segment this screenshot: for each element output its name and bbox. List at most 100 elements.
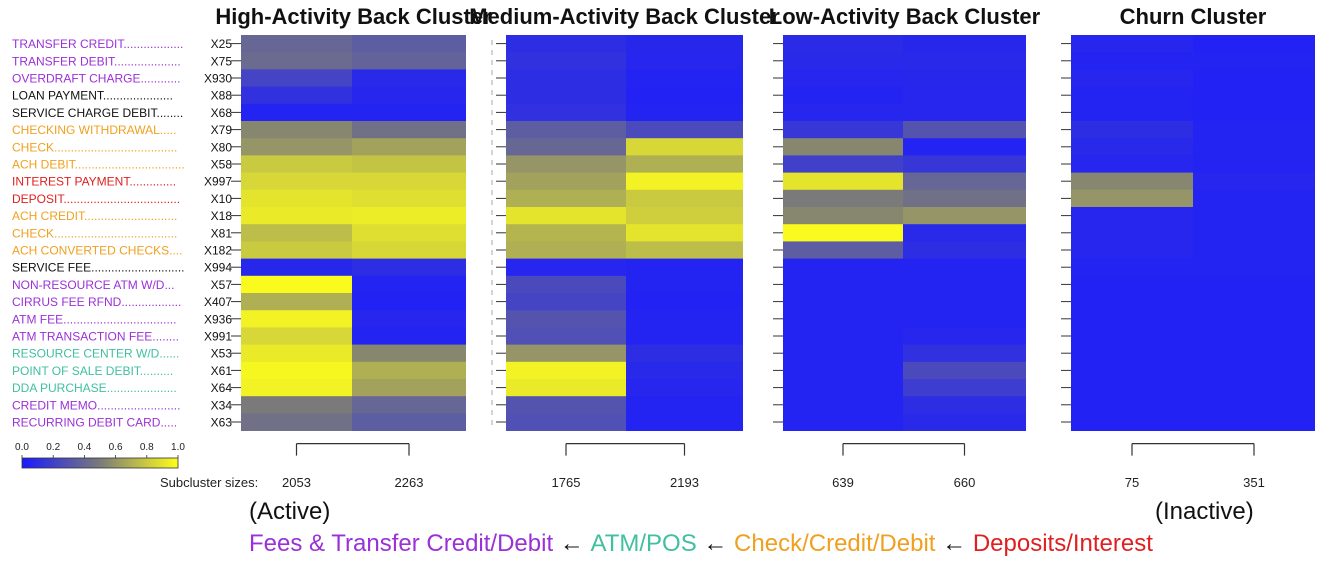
- heatmap-cell: [241, 172, 352, 191]
- row-label: LOAN PAYMENT.....................: [12, 89, 173, 103]
- heatmap-cell: [626, 413, 743, 431]
- row-label: CREDIT MEMO.........................: [12, 398, 180, 412]
- row-label: TRANSFER CREDIT..................: [12, 37, 183, 51]
- row-code-label: X25: [211, 37, 233, 51]
- legend-segment: ATM/POS: [590, 530, 697, 557]
- heatmap-cell: [783, 275, 903, 294]
- heatmap-cell: [1193, 35, 1315, 53]
- heatmap-cell: [352, 241, 466, 259]
- heatmap-cell: [783, 189, 903, 208]
- heatmap-cell: [506, 155, 626, 173]
- heatmap-cell: [506, 258, 626, 277]
- heatmap-cell: [1193, 172, 1315, 191]
- row-code-label: X936: [204, 312, 232, 326]
- heatmap-cell: [241, 379, 352, 397]
- row-label: SERVICE FEE............................: [12, 261, 185, 275]
- heatmap-cell: [1193, 207, 1315, 225]
- panel-title: Low-Activity Back Cluster: [769, 4, 1041, 29]
- heatmap-cell: [903, 293, 1026, 311]
- heatmap-cell: [352, 121, 466, 139]
- heatmap-cell: [783, 241, 903, 259]
- heatmap-cell: [903, 396, 1026, 414]
- heatmap-cell: [1071, 310, 1193, 328]
- heatmap-cell: [506, 207, 626, 225]
- heatmap-cell: [352, 103, 466, 122]
- heatmap-cell: [352, 327, 466, 345]
- heatmap-cell: [241, 344, 352, 363]
- active-note: (Active): [249, 498, 331, 525]
- heatmap-cell: [626, 344, 743, 363]
- heatmap-cell: [352, 86, 466, 105]
- colorbar-tick-label: 0.6: [109, 442, 123, 453]
- heatmap-cell: [352, 293, 466, 311]
- row-code-label: X79: [211, 123, 233, 137]
- heatmap-cell: [903, 344, 1026, 363]
- row-code-label: X18: [211, 209, 233, 223]
- row-code-label: X63: [211, 416, 233, 430]
- heatmap-cell: [352, 172, 466, 191]
- heatmap-cell: [241, 121, 352, 139]
- row-label: ATM FEE.................................…: [12, 312, 176, 326]
- heatmap-cell: [241, 275, 352, 294]
- heatmap-cell: [1193, 396, 1315, 414]
- heatmap-cell: [1193, 275, 1315, 294]
- row-code-label: X75: [211, 54, 233, 68]
- heatmap-cell: [241, 207, 352, 225]
- row-code-label: X68: [211, 106, 233, 120]
- direction-legend: Fees & Transfer Credit/Debit ← ATM/POS ←…: [249, 530, 1153, 558]
- heatmap-cell: [626, 138, 743, 156]
- heatmap-cell: [626, 258, 743, 277]
- legend-segment: Fees & Transfer Credit/Debit: [249, 530, 554, 557]
- heatmap-cell: [783, 293, 903, 311]
- heatmap-cell: [783, 52, 903, 70]
- heatmap-cell: [903, 379, 1026, 397]
- row-code-label: X994: [204, 261, 232, 275]
- heatmap-cell: [1193, 310, 1315, 328]
- heatmap-cell: [1193, 361, 1315, 380]
- heatmap-cell: [506, 35, 626, 53]
- heatmap-cell: [241, 224, 352, 242]
- heatmap-cell: [1071, 361, 1193, 380]
- heatmap-cell: [506, 103, 626, 122]
- heatmap-cell: [626, 293, 743, 311]
- heatmap-cell: [1193, 138, 1315, 156]
- heatmap-cell: [1193, 52, 1315, 70]
- colorbar-tick-label: 0.2: [46, 442, 60, 453]
- row-label: ACH CONVERTED CHECKS....: [12, 244, 182, 258]
- heatmap-cell: [506, 327, 626, 345]
- heatmap-cell: [506, 241, 626, 259]
- subcluster-sizes-label: Subcluster sizes:: [160, 475, 258, 490]
- heatmap-cell: [903, 258, 1026, 277]
- legend-segment: Deposits/Interest: [972, 530, 1153, 557]
- heatmap-cell: [1193, 379, 1315, 397]
- heatmap-cell: [352, 35, 466, 53]
- heatmap-cell: [241, 310, 352, 328]
- heatmap-cell: [783, 396, 903, 414]
- heatmap-cell: [1071, 69, 1193, 87]
- heatmap-cell: [783, 103, 903, 122]
- heatmap-cell: [783, 155, 903, 173]
- heatmap-cell: [783, 35, 903, 53]
- heatmap-cell: [352, 69, 466, 87]
- heatmap-cell: [1193, 293, 1315, 311]
- heatmap-cell: [1071, 413, 1193, 431]
- row-code-label: X407: [204, 295, 232, 309]
- heatmap-cell: [626, 69, 743, 87]
- heatmap-cell: [1071, 327, 1193, 345]
- heatmap-cell: [1071, 189, 1193, 208]
- subcluster-size-label: 75: [1125, 475, 1139, 490]
- heatmap-cell: [1071, 275, 1193, 294]
- legend-segment: Check/Credit/Debit: [734, 530, 936, 557]
- heatmap-cell: [1193, 413, 1315, 431]
- row-code-label: X10: [211, 192, 233, 206]
- heatmap-cell: [626, 121, 743, 139]
- heatmap-cell: [626, 207, 743, 225]
- heatmap-cell: [352, 224, 466, 242]
- row-label: SERVICE CHARGE DEBIT........: [12, 106, 183, 120]
- heatmap-cell: [506, 344, 626, 363]
- heatmap-cell: [1071, 172, 1193, 191]
- row-code-label: X997: [204, 175, 232, 189]
- subcluster-size-label: 2053: [282, 475, 311, 490]
- colorbar-tick-label: 0.8: [140, 442, 154, 453]
